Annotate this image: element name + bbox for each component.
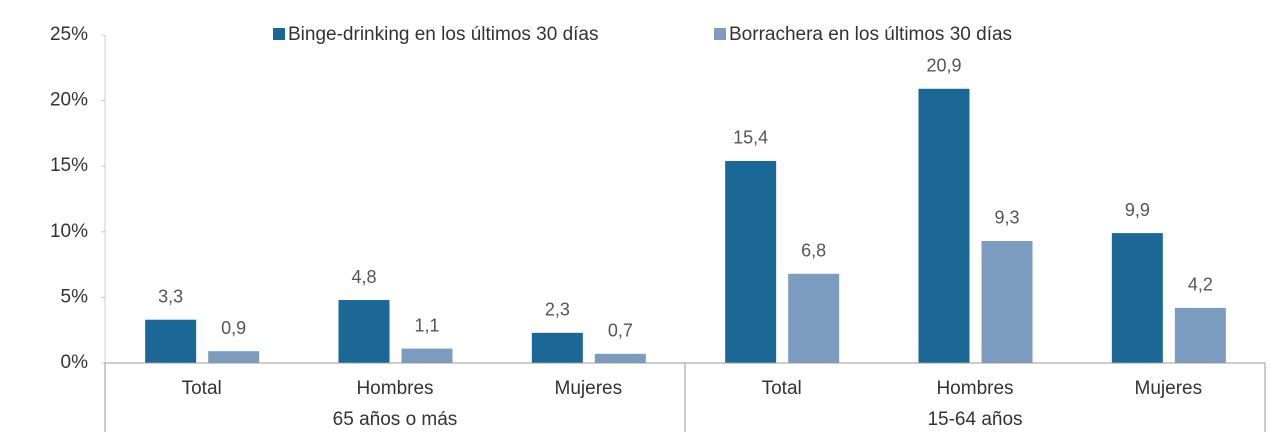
x-tick-label: Mujeres: [555, 378, 623, 399]
y-tick-label: 5%: [61, 286, 89, 307]
value-label: 3,3: [158, 286, 183, 306]
bar: [145, 319, 197, 363]
y-tick-label: 20%: [50, 90, 88, 111]
x-tick-label: Hombres: [356, 378, 433, 399]
legend-label: Binge-drinking en los últimos 30 días: [288, 24, 599, 45]
bar: [918, 88, 970, 364]
value-label: 1,1: [414, 315, 439, 335]
group-label: 15-64 años: [927, 409, 1022, 430]
bar: [401, 348, 453, 363]
x-tick-label: Total: [762, 378, 802, 399]
bar: [531, 332, 583, 363]
y-tick-label: 25%: [50, 24, 88, 45]
bar: [725, 160, 777, 363]
value-label: 2,3: [545, 300, 570, 320]
value-label: 4,8: [351, 267, 376, 287]
y-tick-label: 0%: [61, 352, 89, 373]
bar: [208, 351, 260, 363]
value-label: 4,2: [1188, 275, 1213, 295]
value-label: 15,4: [733, 128, 768, 148]
bar: [788, 273, 840, 363]
x-tick-label: Total: [182, 378, 222, 399]
x-tick-label: Hombres: [936, 378, 1013, 399]
y-tick-label: 10%: [50, 221, 88, 242]
bar: [594, 353, 646, 363]
x-tick-label: Mujeres: [1135, 378, 1203, 399]
value-label: 0,9: [221, 318, 246, 338]
bar: [1174, 307, 1226, 363]
y-tick-label: 15%: [50, 155, 88, 176]
bar: [981, 240, 1033, 363]
value-label: 9,9: [1125, 200, 1150, 220]
value-label: 6,8: [801, 241, 826, 261]
value-label: 9,3: [994, 208, 1019, 228]
legend-swatch: [273, 28, 285, 40]
bar: [338, 300, 390, 363]
legend-label: Borrachera en los últimos 30 días: [729, 24, 1012, 45]
bar: [1111, 233, 1163, 363]
value-label: 20,9: [926, 56, 961, 76]
group-label: 65 años o más: [333, 409, 458, 430]
value-label: 0,7: [608, 321, 633, 341]
legend-swatch: [714, 28, 726, 40]
